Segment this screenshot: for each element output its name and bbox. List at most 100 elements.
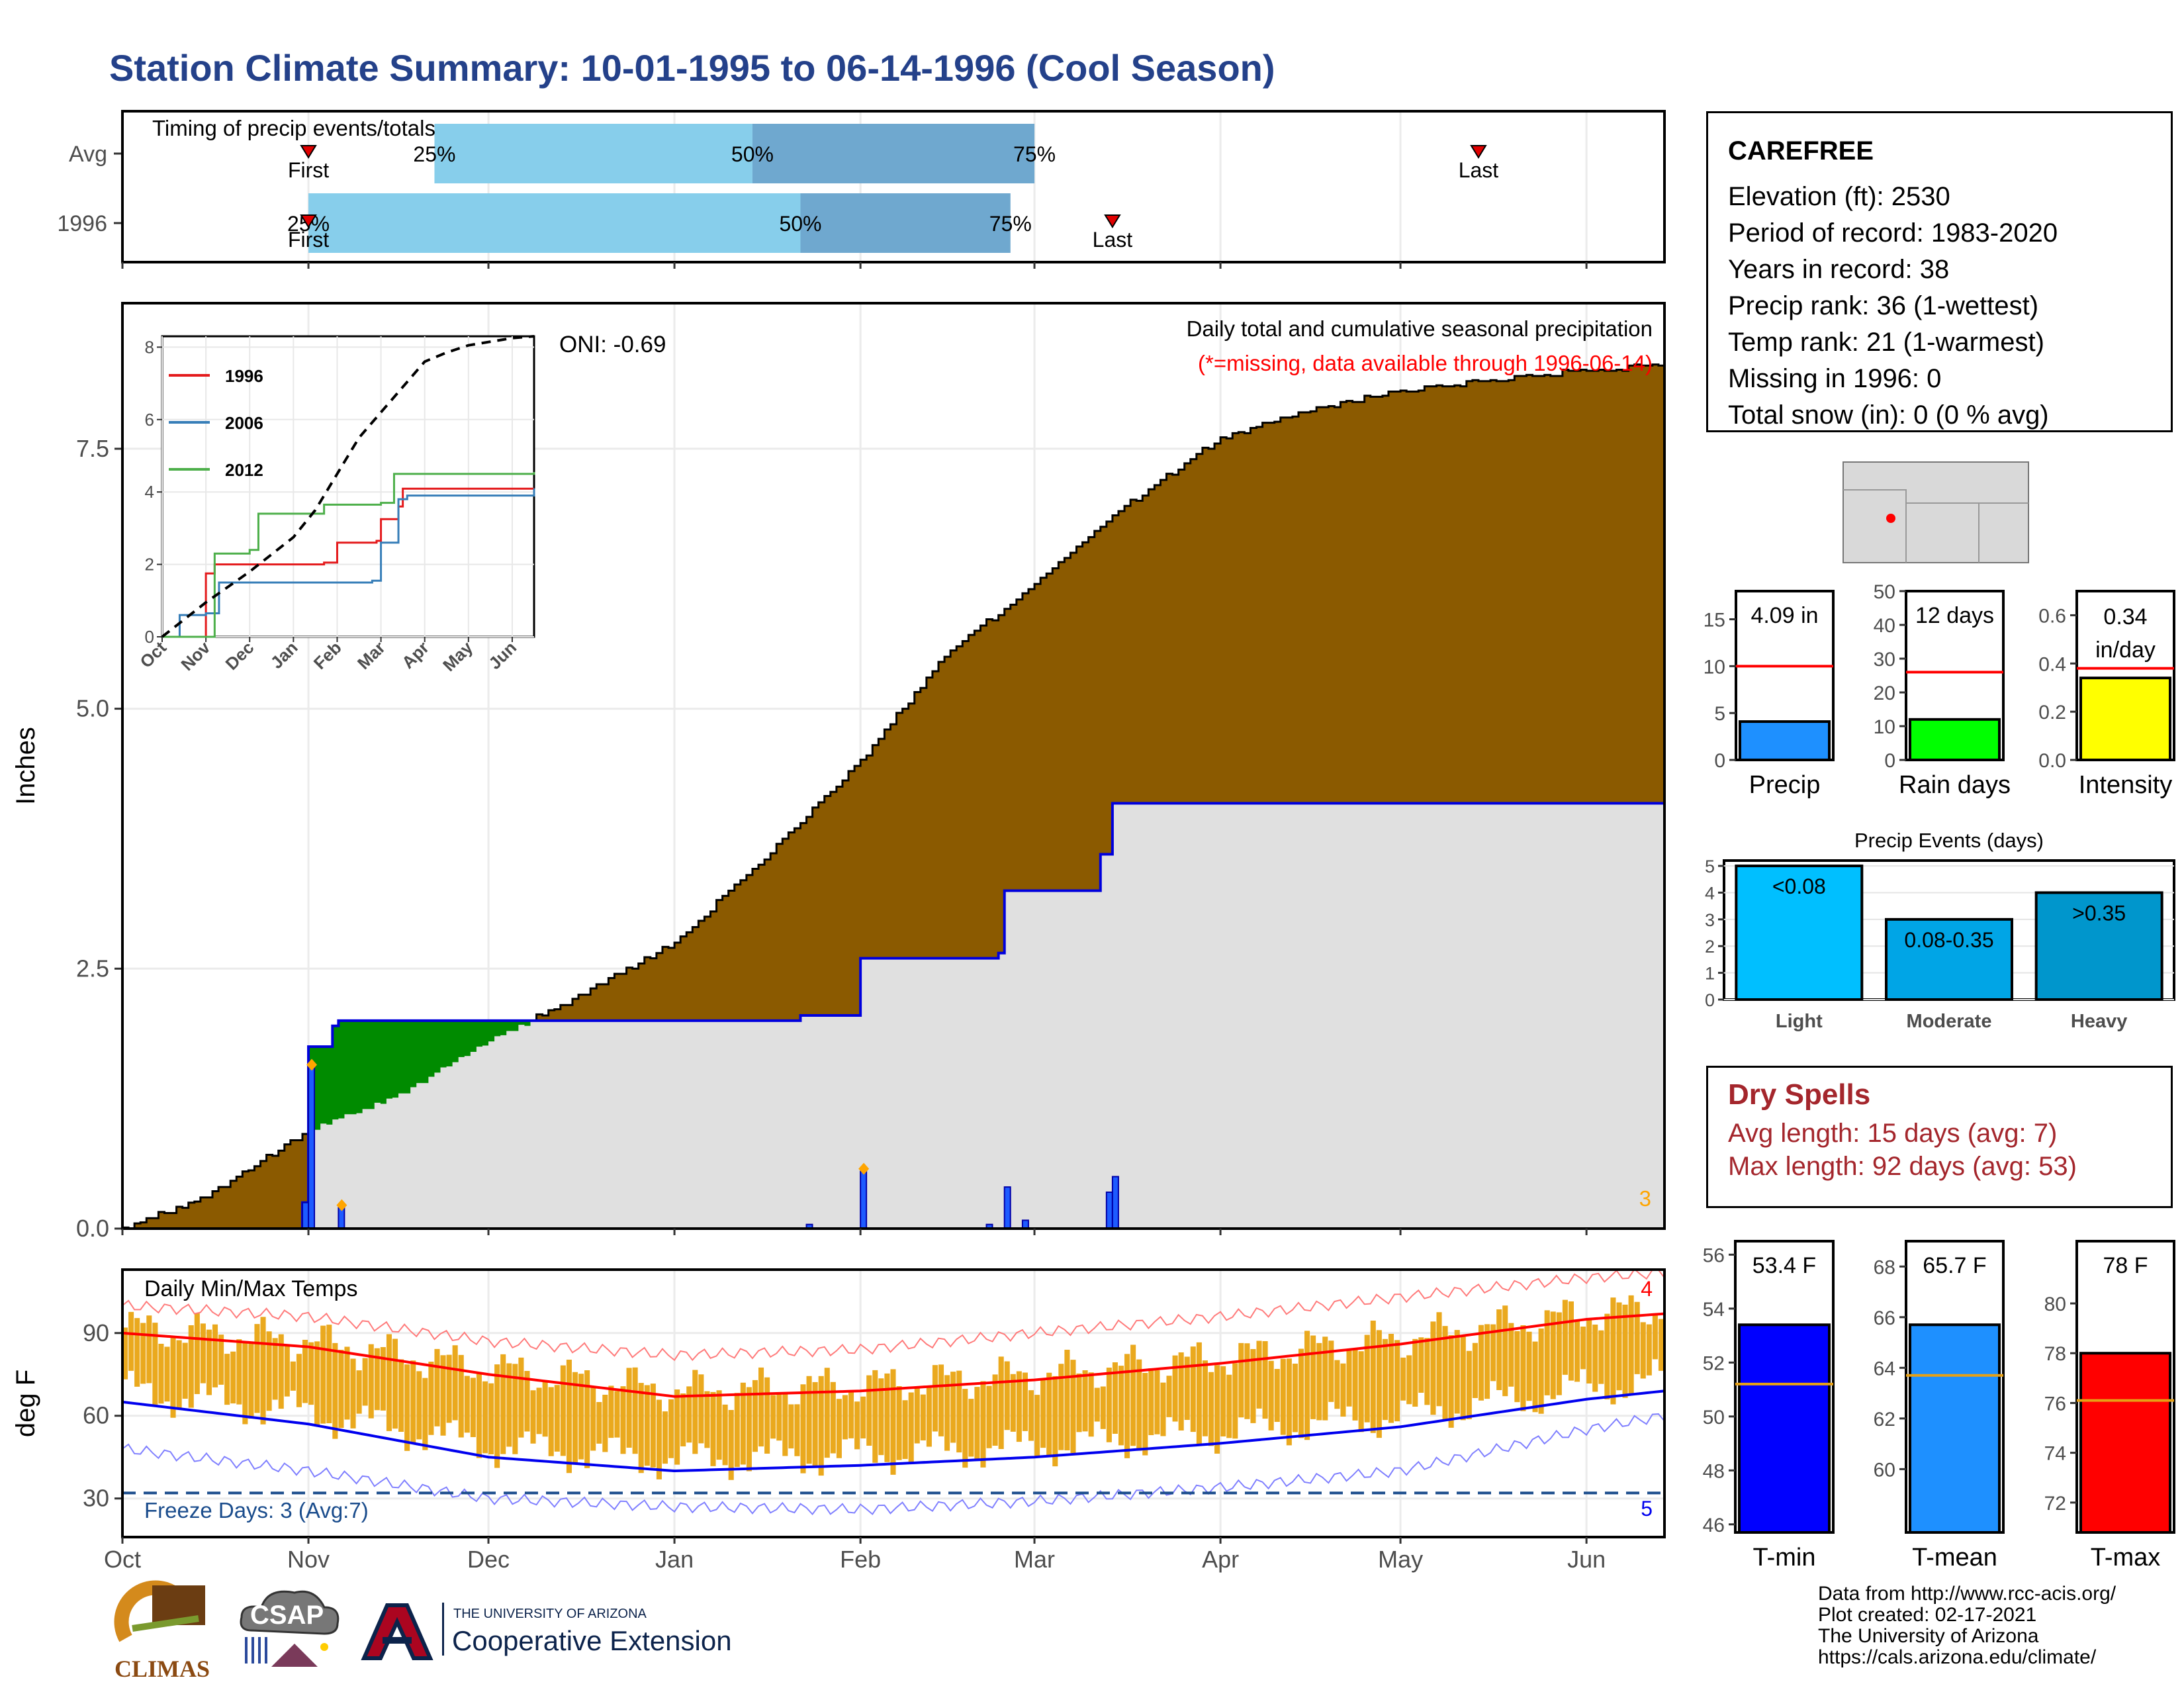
intensity-value-label2: in/day (2095, 637, 2156, 663)
obs-cumulative-area (122, 803, 1664, 1229)
inset-x-tick-label: Jun (484, 637, 520, 673)
dry-spells-max: Max length: 92 days (avg: 53) (1728, 1152, 2077, 1181)
timing-last-label: Last (1459, 158, 1499, 182)
temps-y-tick-label: 90 (83, 1319, 109, 1346)
x-tick-label: Feb (840, 1546, 881, 1573)
ua-small-text: THE UNIVERSITY OF ARIZONA (453, 1607, 647, 1621)
tmean-value-label: 65.7 F (1923, 1253, 1986, 1278)
events-bar-moderate (1885, 917, 2013, 1002)
events-y-tick-label: 3 (1705, 910, 1715, 930)
timing-last-marker (1104, 214, 1121, 228)
csap-logo-text: CSAP (250, 1601, 324, 1630)
dry-spells-title: Dry Spells (1728, 1078, 1871, 1111)
y-tick-label: 0.0 (76, 1215, 109, 1242)
x-tick-label: Oct (104, 1546, 141, 1573)
ua-a-icon (361, 1603, 433, 1660)
events-bar-heavy (2034, 891, 2163, 1002)
intensity-bar (2079, 677, 2171, 761)
events-y-tick-label: 5 (1705, 857, 1715, 876)
temps-title: Daily Min/Max Temps (144, 1276, 357, 1301)
tmin-y-tick-label: 46 (1703, 1515, 1725, 1536)
inset-y-tick-label: 8 (145, 337, 154, 357)
temps-y-tick-label: 60 (83, 1402, 109, 1429)
events-bar-label: <0.08 (1772, 874, 1826, 898)
inset-x-tick-label: Dec (222, 637, 258, 674)
inset-x-tick-label: May (439, 637, 477, 675)
dry-spells-panel: Dry Spells Avg length: 15 days (avg: 7) … (1706, 1066, 2173, 1208)
intensity-x-label: Intensity (2079, 771, 2173, 799)
inset-x-tick-label: Nov (177, 637, 214, 675)
tmin-y-tick-label: 56 (1703, 1244, 1725, 1266)
temps-count-top: 4 (1641, 1277, 1653, 1301)
tmax-value-label: 78 F (2103, 1253, 2148, 1278)
missing-marker (306, 1058, 318, 1071)
tmin-value-label: 53.4 F (1752, 1253, 1816, 1278)
timing-first-label: First (288, 158, 329, 182)
station-precip-rank: Precip rank: 36 (1-wettest) (1728, 291, 2039, 320)
tmean-y-tick-label: 68 (1874, 1256, 1895, 1278)
station-missing: Missing in 1996: 0 (1728, 364, 1942, 393)
timing-last-label: Last (1093, 228, 1133, 252)
y-tick-label: 2.5 (76, 955, 109, 982)
rain_days-y-tick-label: 0 (1884, 750, 1895, 772)
station-info-panel: CAREFREE Elevation (ft): 2530 Period of … (1706, 111, 2173, 432)
events-y-tick-label: 1 (1705, 964, 1715, 984)
tmax-y-tick-label: 78 (2044, 1343, 2066, 1365)
events-bar-label: 0.08-0.35 (1904, 928, 1993, 952)
climas-logo-mark (114, 1580, 205, 1642)
avg-tmin-line (122, 1389, 1665, 1473)
tmin-x-label: T-min (1753, 1544, 1816, 1571)
inset-series-2006 (162, 488, 535, 638)
x-tick-label: May (1378, 1546, 1423, 1573)
tmin-y-tick-label: 48 (1703, 1460, 1725, 1482)
csap-logo-mark (240, 1590, 340, 1667)
rain_days-y-tick-label: 10 (1874, 716, 1895, 738)
temps-frame (121, 1268, 1666, 1538)
tmin-y-tick-label: 54 (1703, 1299, 1725, 1321)
precip_total-bar (1739, 720, 1831, 762)
events-title: Precip Events (days) (1854, 829, 2044, 852)
precip_total-x-label: Precip (1749, 771, 1821, 799)
precip_total-y-tick-label: 10 (1704, 656, 1725, 678)
rain_days-y-tick-label: 30 (1874, 649, 1895, 671)
intensity-y-tick-label: 0.0 (2038, 750, 2066, 772)
inset-legend-label: 2012 (225, 460, 263, 480)
timing-q50-bar (800, 193, 1011, 253)
credit-date: Plot created: 02-17-2021 (1818, 1604, 2037, 1626)
x-tick-label: Dec (467, 1546, 510, 1573)
events-category-label: Light (1776, 1011, 1823, 1032)
y-tick-label: 7.5 (76, 435, 109, 462)
x-tick-label: Nov (287, 1546, 330, 1573)
events-y-tick-label: 4 (1705, 883, 1715, 903)
rain_days-y-tick-label: 50 (1874, 581, 1895, 603)
credit-source: Data from http://www.rcc-acis.org/ (1818, 1583, 2116, 1605)
temps-count-bottom: 5 (1641, 1497, 1653, 1521)
above-average-area (308, 1020, 531, 1130)
page-title: Station Climate Summary: 10-01-1995 to 0… (109, 47, 1275, 89)
inset-x-tick-label: Mar (353, 637, 389, 673)
inset-x-tick-label: Apr (398, 637, 433, 673)
tmean-y-tick-label: 64 (1874, 1358, 1895, 1380)
timing-q25-bar (434, 124, 752, 183)
timing-first-label: First (288, 228, 329, 252)
daily-precip-bar (1003, 1186, 1011, 1230)
inset-frame (161, 335, 535, 638)
cumulative-title: Daily total and cumulative seasonal prec… (1187, 316, 1653, 341)
credit-url: https://cals.arizona.edu/climate/ (1818, 1646, 2097, 1668)
tmax-y-tick-label: 80 (2044, 1293, 2066, 1315)
missing-marker (336, 1199, 347, 1211)
timing-50-label: 50% (731, 142, 774, 166)
events-category-label: Moderate (1907, 1011, 1992, 1032)
inset-y-tick-label: 6 (145, 410, 154, 430)
timing-25-label: 25% (413, 142, 455, 166)
events-bar-light (1735, 865, 1864, 1001)
freeze-days-label: Freeze Days: 3 (Avg:7) (144, 1498, 369, 1523)
timing-first-marker (300, 214, 317, 228)
cumulative-count: 3 (1639, 1186, 1651, 1211)
inset-x-tick-label: Jan (267, 637, 302, 673)
timing-q50-bar (752, 124, 1035, 183)
y-tick-label: 5.0 (76, 695, 109, 722)
rain_days-y-tick-label: 40 (1874, 615, 1895, 637)
events-bar-label: >0.35 (2072, 901, 2126, 925)
station-period: Period of record: 1983-2020 (1728, 218, 2058, 248)
